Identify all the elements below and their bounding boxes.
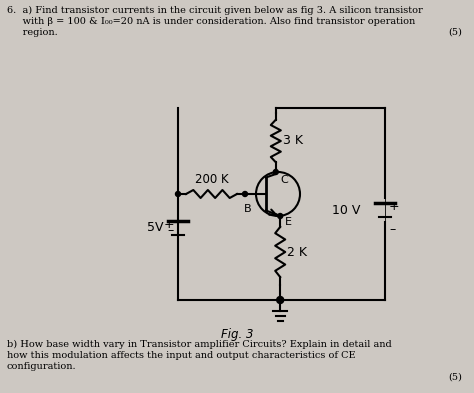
Text: (5): (5) — [448, 28, 462, 37]
Circle shape — [273, 169, 278, 174]
Text: how this modulation affects the input and output characteristics of CE: how this modulation affects the input an… — [7, 351, 356, 360]
Text: +: + — [164, 218, 174, 231]
Circle shape — [175, 191, 181, 196]
Text: 10 V: 10 V — [332, 204, 360, 217]
Circle shape — [277, 296, 284, 303]
Text: Fig. 3: Fig. 3 — [221, 328, 253, 341]
Text: 6.  a) Find transistor currents in the circuit given below as fig 3. A silicon t: 6. a) Find transistor currents in the ci… — [7, 6, 423, 15]
Text: (5): (5) — [448, 373, 462, 382]
Circle shape — [243, 191, 247, 196]
Text: 3 K: 3 K — [283, 134, 303, 147]
Text: b) How base width vary in Transistor amplifier Circuits? Explain in detail and: b) How base width vary in Transistor amp… — [7, 340, 392, 349]
Text: +: + — [389, 200, 400, 213]
Text: –: – — [168, 224, 174, 237]
Text: 200 K: 200 K — [195, 173, 228, 186]
Text: C: C — [281, 175, 289, 185]
Text: 5V: 5V — [147, 221, 164, 234]
Circle shape — [278, 213, 283, 219]
Text: –: – — [389, 223, 395, 236]
Text: E: E — [285, 217, 292, 227]
Text: 2 K: 2 K — [287, 246, 307, 259]
Text: configuration.: configuration. — [7, 362, 77, 371]
Text: B: B — [244, 204, 252, 214]
Text: with β = 100 & I₀₀=20 nA is under consideration. Also find transistor operation: with β = 100 & I₀₀=20 nA is under consid… — [7, 17, 415, 26]
Text: region.: region. — [7, 28, 58, 37]
